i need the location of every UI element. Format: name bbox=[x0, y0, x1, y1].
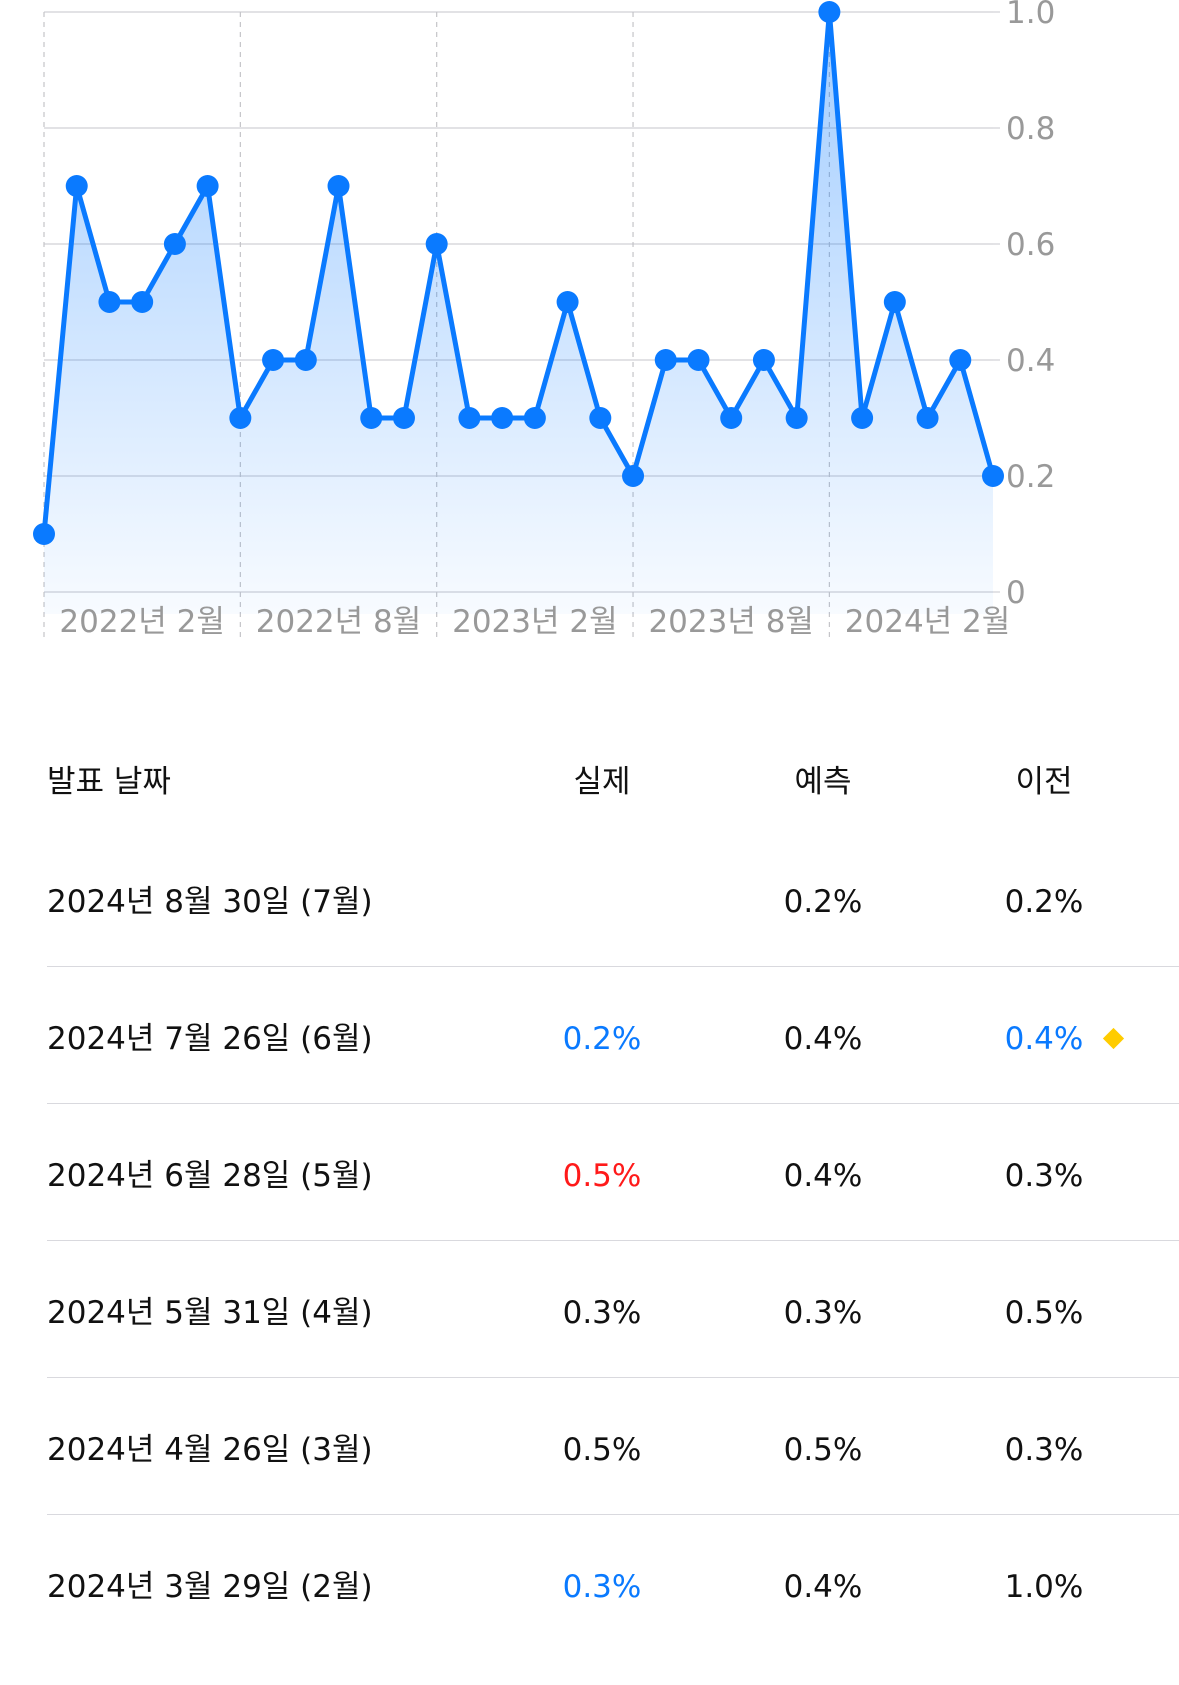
data-point bbox=[589, 407, 612, 429]
forecast-value-cell: 0.2% bbox=[783, 884, 863, 920]
data-point bbox=[687, 349, 710, 371]
data-point bbox=[818, 1, 841, 23]
history-chart[interactable]: 1.0 0.8 0.6 0.4 0.2 0 2022년 2월 2022년 8월 2023년 2… bbox=[0, 0, 1179, 700]
data-point bbox=[491, 407, 514, 429]
data-point bbox=[360, 407, 383, 429]
data-point bbox=[327, 175, 350, 197]
actual-value-cell: 0.3% bbox=[562, 1295, 642, 1331]
data-point bbox=[916, 407, 939, 429]
data-points bbox=[33, 1, 1004, 545]
data-point bbox=[785, 407, 808, 429]
forecast-value-cell: 0.4% bbox=[783, 1569, 863, 1605]
data-point bbox=[294, 349, 317, 371]
series-area bbox=[44, 12, 993, 614]
table-body: 2024년 8월 30일 (7월) 0.2% 0.2% 2024년 7월 26일 (6… bbox=[47, 830, 1179, 1651]
forecast-value-cell: 0.3% bbox=[783, 1295, 863, 1331]
data-point bbox=[163, 233, 186, 255]
previous-value-cell: 0.3% bbox=[1004, 1158, 1084, 1194]
x-axis-labels: 2022년 2월 2022년 8월 2023년 2월 2023년 8월 2024년 2월 bbox=[59, 604, 1010, 640]
y-tick-label: 0.6 bbox=[1006, 227, 1055, 263]
actual-value-cell: 0.2% bbox=[562, 1021, 642, 1057]
release-date-cell: 2024년 7월 26일 (6월) bbox=[47, 1021, 373, 1057]
x-tick-label: 2023년 2월 bbox=[452, 604, 618, 640]
forecast-value-cell: 0.4% bbox=[783, 1021, 863, 1057]
data-point bbox=[949, 349, 972, 371]
table-header: 발표 날짜 실제 예측 이전 bbox=[47, 740, 1179, 830]
data-point bbox=[982, 465, 1004, 487]
data-point bbox=[883, 291, 906, 313]
release-date-cell: 2024년 4월 26일 (3월) bbox=[47, 1432, 373, 1468]
table-row[interactable]: 2024년 4월 26일 (3월) 0.5% 0.5% 0.3% bbox=[47, 1378, 1179, 1515]
y-tick-label: 0 bbox=[1006, 575, 1026, 611]
release-date-cell: 2024년 5월 31일 (4월) bbox=[47, 1295, 373, 1331]
x-tick-label: 2022년 2월 bbox=[59, 604, 225, 640]
header-actual: 실제 bbox=[573, 764, 631, 800]
header-forecast: 예측 bbox=[794, 764, 852, 800]
data-point bbox=[262, 349, 285, 371]
header-release-date: 발표 날짜 bbox=[47, 764, 171, 800]
release-date-cell: 2024년 8월 30일 (7월) bbox=[47, 884, 373, 920]
data-point bbox=[458, 407, 481, 429]
data-point bbox=[523, 407, 546, 429]
x-tick-label: 2024년 2월 bbox=[845, 604, 1011, 640]
data-point bbox=[196, 175, 219, 197]
previous-value-cell: 0.5% bbox=[1004, 1295, 1084, 1331]
forecast-value-cell: 0.4% bbox=[783, 1158, 863, 1194]
release-date-cell: 2024년 6월 28일 (5월) bbox=[47, 1158, 373, 1194]
data-point bbox=[752, 349, 775, 371]
data-point bbox=[654, 349, 677, 371]
x-tick-label: 2023년 8월 bbox=[648, 604, 814, 640]
previous-value-cell: 0.4% bbox=[1004, 1021, 1084, 1057]
series-line bbox=[41, 9, 996, 537]
previous-value-cell: 0.3% bbox=[1004, 1432, 1084, 1468]
release-date-cell: 2024년 3월 29일 (2월) bbox=[47, 1569, 373, 1605]
data-point bbox=[33, 523, 55, 545]
data-point bbox=[622, 465, 645, 487]
table-row[interactable]: 2024년 6월 28일 (5월) 0.5% 0.4% 0.3% bbox=[47, 1104, 1179, 1241]
y-tick-label: 0.8 bbox=[1006, 111, 1055, 147]
previous-value-cell: 0.2% bbox=[1004, 884, 1084, 920]
x-tick-label: 2022년 8월 bbox=[256, 604, 422, 640]
data-point bbox=[392, 407, 415, 429]
previous-value-cell: 1.0% bbox=[1004, 1569, 1084, 1605]
table-row[interactable]: 2024년 3월 29일 (2월) 0.3% 0.4% 1.0% bbox=[47, 1515, 1179, 1651]
y-tick-label: 1.0 bbox=[1006, 0, 1055, 31]
forecast-value-cell: 0.5% bbox=[783, 1432, 863, 1468]
table-row[interactable]: 2024년 5월 31일 (4월) 0.3% 0.3% 0.5% bbox=[47, 1241, 1179, 1378]
data-point bbox=[229, 407, 252, 429]
y-tick-label: 0.2 bbox=[1006, 459, 1055, 495]
data-point bbox=[851, 407, 874, 429]
data-point bbox=[425, 233, 448, 255]
actual-value-cell: 0.5% bbox=[562, 1158, 642, 1194]
data-point bbox=[556, 291, 579, 313]
y-tick-label: 0.4 bbox=[1006, 343, 1055, 379]
y-axis-labels: 1.0 0.8 0.6 0.4 0.2 0 bbox=[1006, 0, 1055, 611]
data-point bbox=[98, 291, 121, 313]
header-previous: 이전 bbox=[1015, 764, 1073, 800]
data-point bbox=[131, 291, 154, 313]
data-point bbox=[720, 407, 743, 429]
table-row[interactable]: 2024년 8월 30일 (7월) 0.2% 0.2% bbox=[47, 830, 1179, 967]
release-history-table: 발표 날짜 실제 예측 이전 2024년 8월 30일 (7월) 0.2% 0.2%… bbox=[47, 740, 1179, 1651]
table-row[interactable]: 2024년 7월 26일 (6월) 0.2% 0.4% 0.4% bbox=[47, 967, 1179, 1104]
actual-value-cell: 0.5% bbox=[562, 1432, 642, 1468]
actual-value-cell: 0.3% bbox=[562, 1569, 642, 1605]
data-point bbox=[65, 175, 88, 197]
